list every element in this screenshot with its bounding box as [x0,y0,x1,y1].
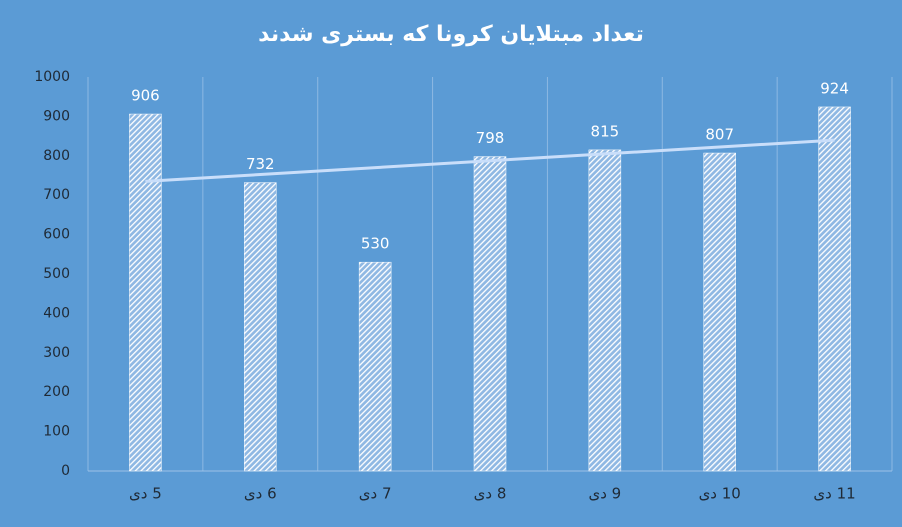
data-label: 530 [361,235,390,253]
x-tick-label: 8 دی [474,485,507,503]
x-tick-label: 7 دی [359,485,392,503]
y-tick-label: 600 [43,227,70,243]
y-tick-label: 700 [43,187,70,203]
x-tick-label: 9 دی [588,485,621,503]
data-label: 807 [705,126,734,144]
y-tick-label: 400 [43,305,70,321]
y-tick-label: 100 [43,424,70,440]
x-tick-label: 6 دی [244,485,277,503]
data-label: 906 [131,87,160,105]
y-tick-label: 800 [43,148,70,164]
y-tick-label: 300 [43,345,70,361]
y-tick-label: 500 [43,266,70,282]
x-tick-label: 11 دی [813,485,855,503]
y-tick-label: 900 [43,108,70,124]
data-label: 798 [476,129,505,147]
bar [129,113,162,472]
chart-title: تعداد مبتلایان کرونا که بستری شدند [258,22,644,47]
bar [703,152,736,472]
x-tick-label: 5 دی [129,485,162,503]
y-tick-label: 1000 [34,69,70,85]
y-tick-label: 200 [43,384,70,400]
bar [588,149,622,472]
x-tick-label: 10 دی [699,485,741,503]
bar [473,156,507,472]
data-label: 924 [820,79,849,97]
data-label: 732 [246,155,275,173]
y-tick-label: 0 [61,463,70,479]
trendline [145,138,835,183]
bar [818,106,851,472]
bar [358,261,392,472]
bar [244,182,277,472]
data-label: 815 [591,122,620,140]
